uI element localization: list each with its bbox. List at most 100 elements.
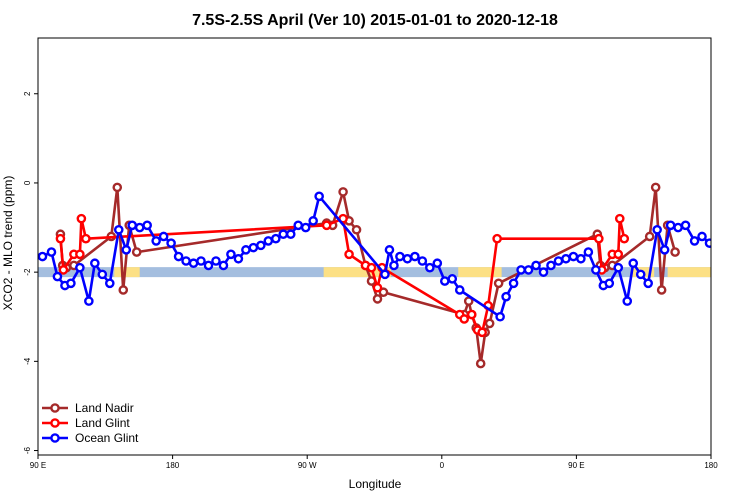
- data-point-ocean-glint: [256, 240, 266, 251]
- data-point-ocean-glint: [66, 278, 76, 289]
- data-point-ocean-glint: [553, 256, 564, 266]
- data-point-ocean-glint: [181, 256, 191, 266]
- data-point-ocean-glint: [380, 269, 390, 280]
- data-point-ocean-glint: [142, 220, 152, 231]
- data-point-ocean-glint: [591, 265, 601, 275]
- data-point-ocean-glint: [241, 245, 251, 255]
- data-point-land-nadir: [378, 287, 389, 298]
- data-point-land-glint: [344, 249, 354, 260]
- data-point-ocean-glint: [127, 220, 138, 231]
- data-point-land-nadir: [351, 224, 362, 235]
- data-point-ocean-glint: [546, 260, 556, 271]
- data-point-land-glint: [55, 233, 66, 244]
- data-point-ocean-glint: [134, 222, 145, 233]
- data-point-ocean-glint: [704, 238, 711, 248]
- x-axis-label: Longitude: [349, 477, 402, 491]
- legend-item-land-glint: Land Glint: [42, 416, 130, 430]
- data-point-ocean-glint: [389, 260, 399, 271]
- data-point-ocean-glint: [523, 265, 534, 275]
- data-point-land-nadir: [372, 294, 383, 304]
- series-ocean-glint: [38, 191, 711, 322]
- legend-item-land-nadir: Land Nadir: [42, 401, 134, 415]
- y-tick-label: -4: [23, 357, 32, 365]
- legend-swatch-marker: [50, 433, 60, 443]
- data-point-ocean-glint: [84, 296, 94, 306]
- data-point-ocean-glint: [516, 265, 526, 275]
- data-point-ocean-glint: [196, 256, 206, 266]
- data-point-ocean-glint: [531, 260, 541, 271]
- data-point-land-nadir: [493, 278, 504, 289]
- data-point-ocean-glint: [659, 245, 670, 255]
- data-point-land-glint: [366, 262, 377, 273]
- data-point-ocean-glint: [270, 233, 281, 244]
- data-point-land-nadir: [118, 285, 129, 295]
- data-point-ocean-glint: [278, 229, 289, 240]
- data-point-ocean-glint: [538, 267, 549, 277]
- legend-label: Land Nadir: [75, 401, 134, 415]
- data-point-ocean-glint: [218, 260, 229, 271]
- data-point-ocean-glint: [121, 245, 132, 255]
- data-point-ocean-glint: [501, 291, 511, 302]
- y-axis: 2 0 -2 -4 -6: [23, 91, 38, 454]
- data-point-ocean-glint: [568, 251, 579, 262]
- data-point-ocean-glint: [635, 269, 646, 280]
- data-point-ocean-glint: [439, 276, 450, 286]
- data-point-ocean-glint: [508, 278, 519, 289]
- data-point-ocean-glint: [613, 262, 624, 273]
- legend-item-ocean-glint: Ocean Glint: [42, 431, 139, 445]
- data-point-land-nadir: [338, 187, 348, 197]
- data-point-ocean-glint: [697, 231, 707, 242]
- data-point-land-nadir: [112, 182, 123, 193]
- plot-area: [38, 182, 711, 369]
- data-point-land-glint: [613, 249, 624, 260]
- data-point-land-glint: [81, 233, 91, 244]
- data-point-ocean-glint: [665, 220, 676, 231]
- data-point-ocean-glint: [166, 238, 176, 248]
- data-point-ocean-glint: [673, 222, 683, 233]
- data-point-ocean-glint: [680, 220, 691, 231]
- x-tick-label: 90 E: [568, 461, 584, 470]
- data-point-land-nadir: [644, 231, 655, 242]
- data-point-ocean-glint: [151, 236, 161, 246]
- data-point-ocean-glint: [576, 253, 586, 264]
- data-point-land-nadir: [670, 247, 680, 257]
- data-point-ocean-glint: [226, 249, 236, 260]
- data-point-land-glint: [614, 213, 625, 224]
- data-point-ocean-glint: [293, 220, 304, 231]
- chart-title: 7.5S-2.5S April (Ver 10) 2015-01-01 to 2…: [192, 12, 558, 29]
- y-tick-label: -2: [23, 268, 32, 276]
- data-point-ocean-glint: [583, 247, 594, 257]
- data-point-ocean-glint: [97, 269, 108, 280]
- data-point-ocean-glint: [263, 236, 274, 246]
- data-point-ocean-glint: [308, 216, 318, 226]
- x-tick-label: 180: [704, 461, 718, 470]
- data-point-land-nadir: [656, 285, 667, 295]
- x-tick-label: 180: [166, 461, 180, 470]
- data-point-land-glint: [321, 220, 332, 231]
- data-point-land-glint: [58, 265, 69, 275]
- data-point-ocean-glint: [410, 251, 420, 262]
- data-point-land-glint: [594, 233, 604, 244]
- data-point-ocean-glint: [604, 278, 615, 289]
- data-point-land-glint: [492, 233, 502, 244]
- data-point-ocean-glint: [173, 251, 184, 262]
- data-point-land-nadir: [650, 182, 661, 193]
- data-point-ocean-glint: [425, 262, 435, 273]
- data-point-ocean-glint: [211, 256, 221, 266]
- data-point-ocean-glint: [113, 224, 124, 235]
- data-point-ocean-glint: [75, 262, 85, 273]
- legend-label: Ocean Glint: [75, 431, 139, 445]
- data-point-land-nadir: [463, 296, 474, 306]
- data-point-ocean-glint: [643, 278, 653, 289]
- y-axis-label: XCO2 - MLO trend (ppm): [1, 176, 15, 311]
- data-point-ocean-glint: [628, 258, 639, 269]
- data-point-ocean-glint: [314, 191, 324, 202]
- data-point-land-glint: [619, 233, 630, 244]
- data-point-ocean-glint: [46, 247, 57, 257]
- data-point-ocean-glint: [233, 253, 244, 264]
- data-point-ocean-glint: [447, 274, 458, 284]
- y-tick-label: 0: [23, 180, 32, 185]
- legend-swatch-marker: [50, 418, 60, 428]
